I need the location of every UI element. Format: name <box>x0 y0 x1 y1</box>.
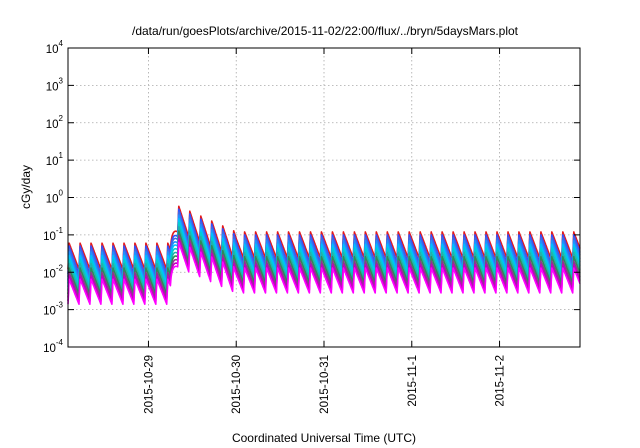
series-group <box>67 205 581 306</box>
series-line <box>67 214 581 282</box>
series-line <box>67 226 581 292</box>
series-line <box>67 230 581 295</box>
series-line <box>67 217 581 285</box>
series-line <box>67 238 581 302</box>
series-line <box>67 211 581 278</box>
series-line <box>67 208 581 275</box>
series-line <box>67 234 581 299</box>
chart-title: /data/run/goesPlots/archive/2015-11-02/2… <box>132 24 519 38</box>
y-tick-label: 10-1 <box>43 226 63 243</box>
x-tick-label: 2015-10-29 <box>143 355 155 414</box>
y-tick-label: 10-4 <box>43 338 63 355</box>
y-tick-label: 100 <box>46 189 64 206</box>
y-tick-label: 10-3 <box>43 301 63 318</box>
x-tick-label: 2015-11-1 <box>407 355 419 407</box>
x-axis-label: Coordinated Universal Time (UTC) <box>232 431 416 445</box>
x-tick-label: 2015-10-30 <box>231 355 243 414</box>
ticks <box>68 47 580 348</box>
series-line <box>67 241 581 306</box>
series-line <box>67 205 581 271</box>
y-tick-label: 102 <box>46 114 64 131</box>
y-axis-label: cGy/day <box>19 165 33 209</box>
x-tick-label: 2015-10-31 <box>319 355 331 414</box>
y-tick-label: 10-2 <box>43 263 63 280</box>
x-tick-labels: 2015-10-29 2015-10-30 2015-10-31 2015-11-1 2… <box>143 355 506 414</box>
y-tick-label: 101 <box>46 151 64 168</box>
y-tick-label: 104 <box>46 39 64 56</box>
y-tick-label: 103 <box>46 76 64 93</box>
x-tick-label: 2015-11-2 <box>495 355 507 407</box>
series-line <box>67 221 581 288</box>
y-tick-labels: 10-4 10-3 10-2 10-1 100 101 102 103 104 <box>43 39 63 355</box>
